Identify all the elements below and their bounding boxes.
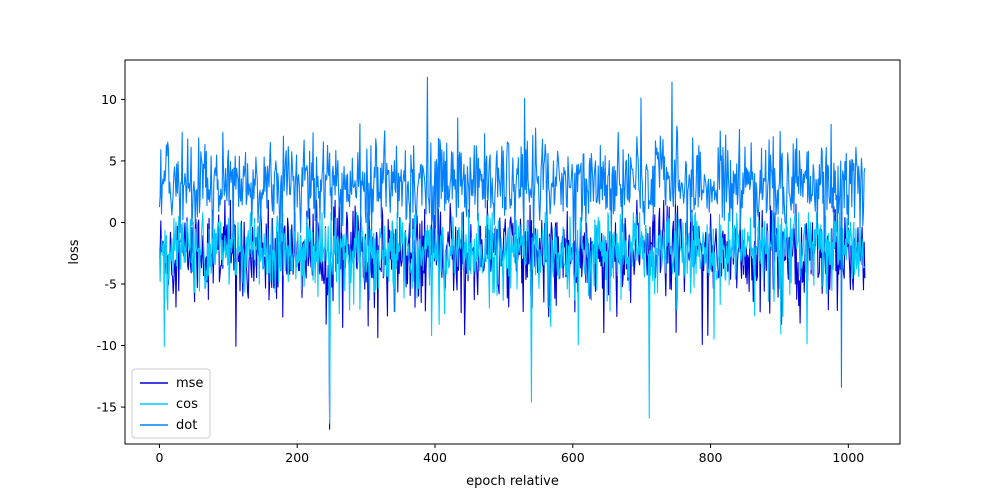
y-tick-label: 5 bbox=[109, 153, 117, 168]
x-axis-ticks: 0 200 400 600 800 1000 bbox=[155, 444, 864, 465]
series-line-mse bbox=[158, 199, 866, 430]
x-tick-label: 800 bbox=[699, 450, 723, 465]
plot-frame bbox=[124, 59, 901, 445]
x-axis-label: epoch relative bbox=[466, 474, 559, 489]
legend: mse cos dot bbox=[131, 368, 211, 439]
y-tick-label: 0 bbox=[109, 215, 117, 230]
plot-series bbox=[158, 76, 866, 430]
y-axis-ticks: 10 5 0 -5 -10 -15 bbox=[97, 92, 125, 415]
series-line-cos bbox=[158, 212, 866, 424]
legend-label-mse: mse bbox=[176, 376, 203, 391]
y-tick-label: -10 bbox=[97, 338, 117, 353]
legend-label-dot: dot bbox=[176, 418, 197, 433]
series-line-dot bbox=[158, 76, 866, 388]
y-tick-label: -5 bbox=[105, 277, 117, 292]
y-tick-label: 10 bbox=[101, 92, 117, 107]
y-tick-label: -15 bbox=[97, 400, 117, 415]
x-tick-label: 0 bbox=[155, 450, 163, 465]
x-tick-label: 1000 bbox=[832, 450, 864, 465]
y-axis-label: loss bbox=[67, 239, 82, 264]
legend-box bbox=[131, 368, 211, 439]
x-tick-label: 400 bbox=[423, 450, 447, 465]
x-tick-label: 600 bbox=[561, 450, 585, 465]
x-tick-label: 200 bbox=[285, 450, 309, 465]
legend-label-cos: cos bbox=[176, 397, 198, 412]
